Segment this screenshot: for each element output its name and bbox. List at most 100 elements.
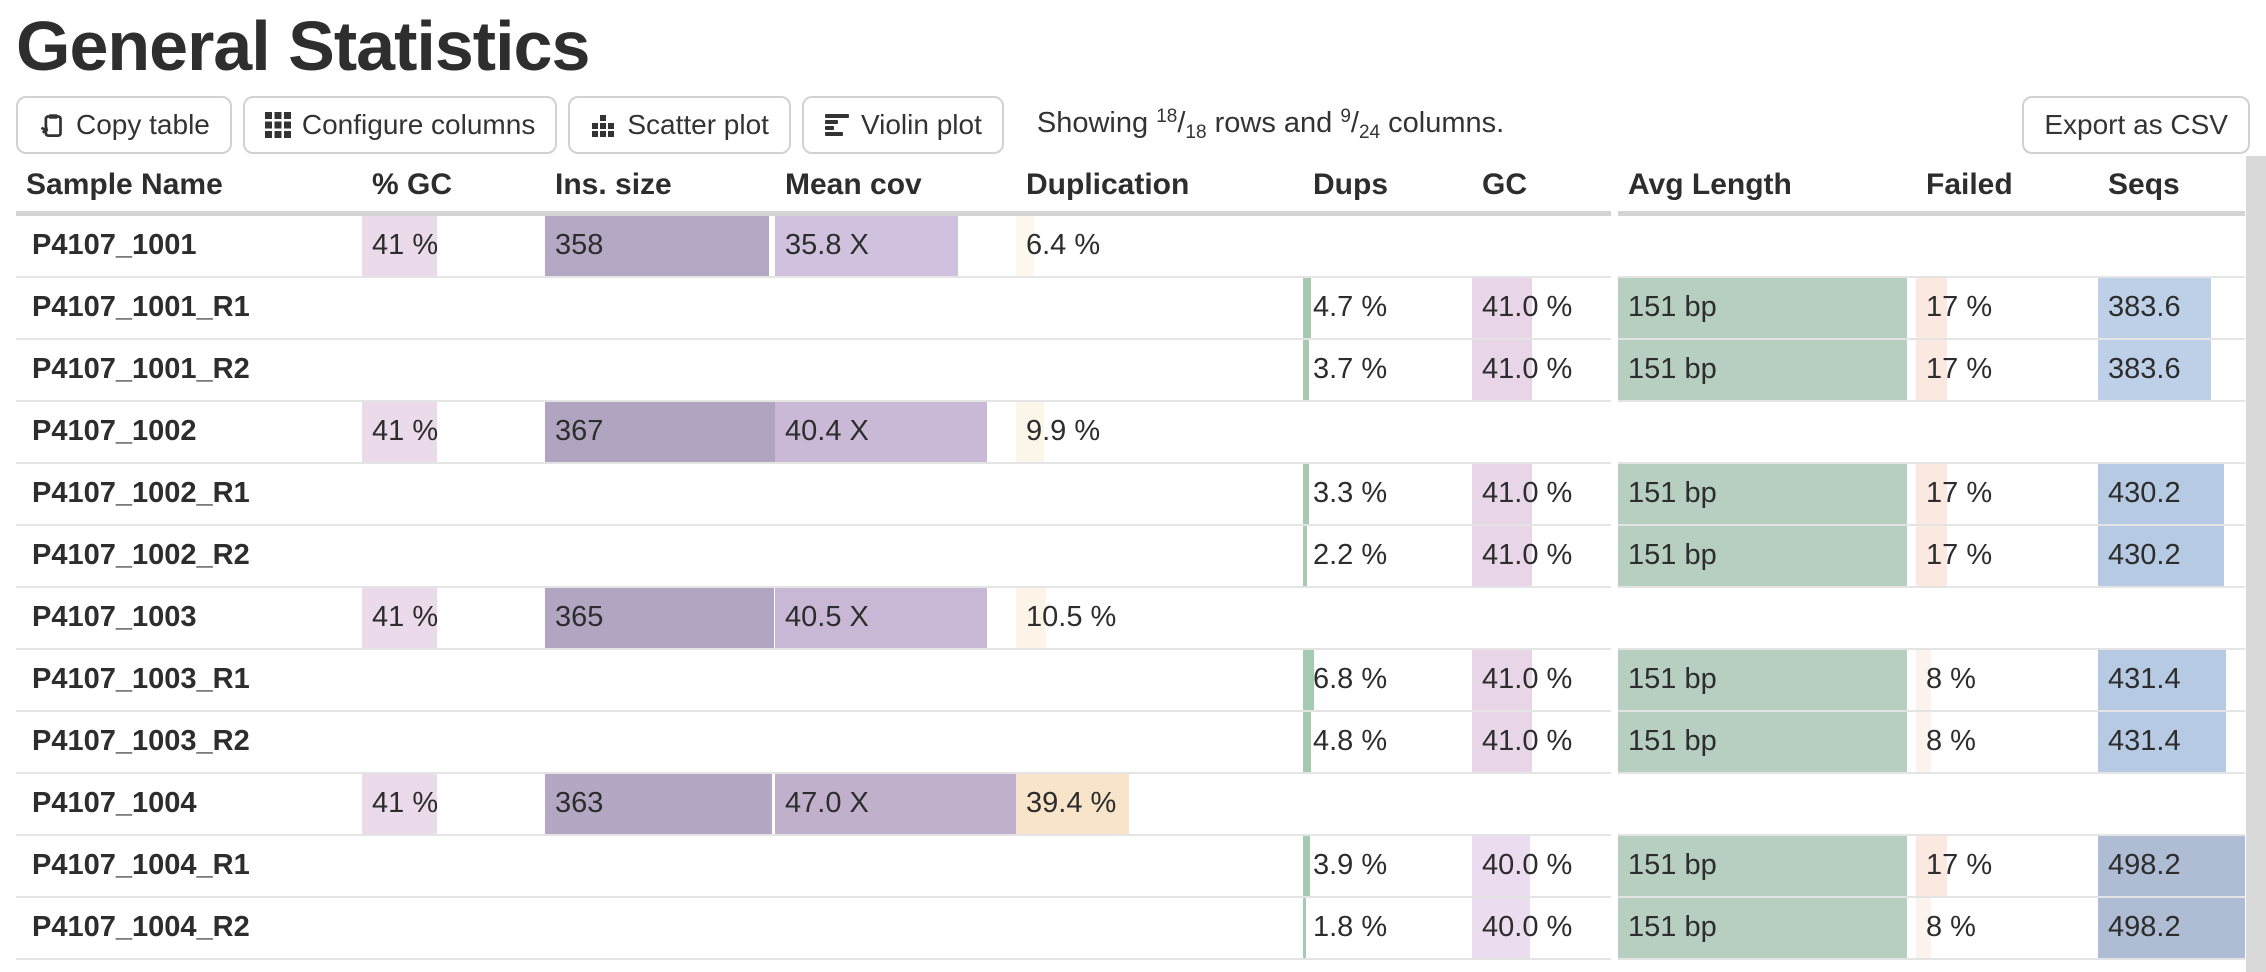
table-cell (545, 898, 775, 960)
cell-value: 3.3 % (1313, 477, 1388, 509)
cell-value: 41.0 % (1482, 291, 1573, 323)
table-cell (362, 464, 545, 526)
column-gap (1611, 588, 1618, 650)
column-header-sample-name[interactable]: Sample Name (16, 154, 362, 216)
table-cell: 431.4 (2098, 712, 2245, 774)
table-row: P4107_1002_R2 2.2 % 41.0 % 151 bp 17 % 430.2 (16, 526, 2245, 588)
column-gap (1611, 650, 1618, 712)
table-cell (1016, 898, 1303, 960)
copy-table-label: Copy table (76, 109, 210, 140)
table-cell: 4.7 % (1303, 278, 1472, 340)
column-header-seqs[interactable]: Seqs (2098, 154, 2245, 216)
value-bar (1303, 650, 1315, 710)
table-cell (1472, 402, 1611, 464)
cell-value: 8 % (1926, 911, 1976, 943)
cols-shown: 9 (1340, 106, 1351, 127)
value-bar (1472, 526, 1532, 586)
sample-name: P4107_1003 (16, 588, 362, 650)
table-cell (1016, 712, 1303, 774)
table-cell: 9.9 % (1016, 402, 1303, 464)
table-cell (775, 898, 1016, 960)
table-cell: 8 % (1916, 650, 2098, 712)
table-cell: 151 bp (1618, 712, 1916, 774)
column-header-mean-cov[interactable]: Mean cov (775, 154, 1016, 216)
column-gap (1611, 464, 1618, 526)
cell-value: 367 (555, 415, 604, 447)
column-header-ins-size[interactable]: Ins. size (545, 154, 775, 216)
table-cell: 358 (545, 216, 775, 278)
table-cell: 17 % (1916, 836, 2098, 898)
cell-value: P4107_1004 (32, 787, 197, 819)
column-gap (1611, 836, 1618, 898)
cell-value: 151 bp (1628, 353, 1717, 385)
cell-value: 383.6 (2108, 353, 2181, 385)
configure-columns-button[interactable]: Configure columns (242, 96, 558, 154)
cell-value: 3.9 % (1313, 849, 1388, 881)
cell-value: 6.8 % (1313, 663, 1388, 695)
value-bar (362, 774, 438, 834)
cell-value: 430.2 (2108, 539, 2181, 571)
sample-name: P4107_1001 (16, 216, 362, 278)
export-csv-button[interactable]: Export as CSV (2022, 96, 2250, 154)
cell-value: 8 % (1926, 663, 1976, 695)
column-header-failed[interactable]: Failed (1916, 154, 2098, 216)
value-bar (1303, 526, 1307, 586)
value-bar (1916, 836, 1947, 896)
table-cell (362, 836, 545, 898)
value-bar (362, 588, 438, 648)
table-cell (1303, 588, 1472, 650)
table-cell: 383.6 (2098, 340, 2245, 402)
cell-value: P4107_1002 (32, 415, 197, 447)
column-header-dups[interactable]: Dups (1303, 154, 1472, 216)
table-cell: 17 % (1916, 526, 2098, 588)
value-bar (362, 402, 438, 462)
column-gap (1611, 340, 1618, 402)
column-header-avg-length[interactable]: Avg Length (1618, 154, 1916, 216)
sample-name: P4107_1002 (16, 402, 362, 464)
cell-value: 151 bp (1628, 539, 1717, 571)
value-bar (545, 216, 770, 276)
value-bar (1618, 836, 1908, 896)
table-cell (362, 278, 545, 340)
value-bar (1303, 278, 1311, 338)
value-bar (1016, 588, 1047, 648)
table-cell: 3.7 % (1303, 340, 1472, 402)
cell-value: 151 bp (1628, 291, 1717, 323)
table-cell: 47.0 X (775, 774, 1016, 836)
cell-value: 40.0 % (1482, 849, 1573, 881)
table-cell: 151 bp (1618, 464, 1916, 526)
table-cell: 430.2 (2098, 464, 2245, 526)
table-cell (545, 340, 775, 402)
copy-table-button[interactable]: Copy table (16, 96, 232, 154)
column-header-duplication[interactable]: Duplication (1016, 154, 1303, 216)
table-cell: 1.8 % (1303, 898, 1472, 960)
table-cell: 41 % (362, 588, 545, 650)
table-cell: 41.0 % (1472, 278, 1611, 340)
table-cell (1016, 464, 1303, 526)
table-cell (1303, 774, 1472, 836)
value-bar (1303, 340, 1310, 400)
table-cell: 151 bp (1618, 650, 1916, 712)
table-cell: 498.2 (2098, 898, 2245, 960)
column-header--gc[interactable]: % GC (362, 154, 545, 216)
table-cell (1618, 774, 1916, 836)
value-bar (1916, 340, 1947, 400)
cell-value: 6.4 % (1026, 229, 1101, 261)
column-header-gc[interactable]: GC (1472, 154, 1611, 216)
value-bar (545, 774, 773, 834)
sample-name: P4107_1004 (16, 774, 362, 836)
table-cell: 41.0 % (1472, 340, 1611, 402)
table-cell (362, 650, 545, 712)
table-cell (362, 526, 545, 588)
table-cell: 8 % (1916, 712, 2098, 774)
table-cell (2098, 402, 2245, 464)
scatter-plot-button[interactable]: Scatter plot (568, 96, 791, 154)
table-cell (1472, 588, 1611, 650)
cell-value: P4107_1003 (32, 601, 197, 633)
table-cell (362, 340, 545, 402)
violin-plot-button[interactable]: Violin plot (801, 96, 1004, 154)
cell-value: 41.0 % (1482, 663, 1573, 695)
cell-value: P4107_1004_R2 (32, 911, 250, 943)
vertical-scrollbar[interactable] (2246, 156, 2266, 972)
table-cell (545, 650, 775, 712)
